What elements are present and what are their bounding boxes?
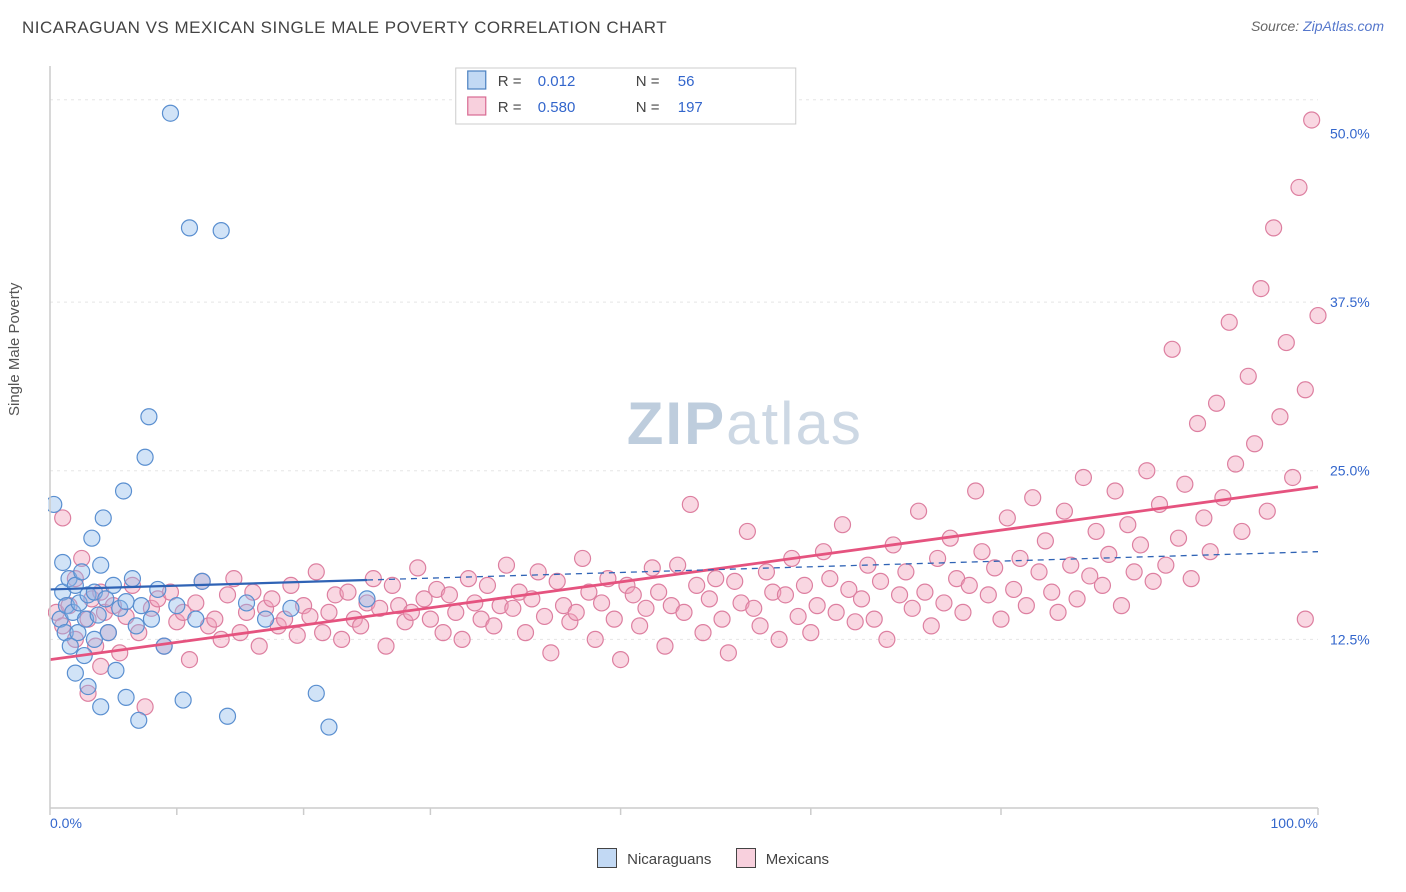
svg-text:ZIPatlas: ZIPatlas [627, 390, 863, 457]
plot-area: ZIPatlas 0.0% 100.0% 12.5% 25.0% 37.5% 50.0% R … [48, 58, 1388, 830]
svg-text:25.0%: 25.0% [1330, 463, 1370, 479]
source-link[interactable]: ZipAtlas.com [1303, 18, 1384, 34]
svg-text:37.5%: 37.5% [1330, 294, 1370, 310]
svg-text:N =: N = [636, 73, 660, 90]
chart-title: NICARAGUAN VS MEXICAN SINGLE MALE POVERT… [22, 18, 667, 37]
svg-text:56: 56 [678, 73, 695, 90]
chart-source: Source: ZipAtlas.com [1251, 18, 1384, 34]
svg-text:R =: R = [498, 73, 522, 90]
svg-text:12.5%: 12.5% [1330, 631, 1370, 647]
scatter-chart: ZIPatlas 0.0% 100.0% 12.5% 25.0% 37.5% 50.0% R … [48, 58, 1388, 830]
legend-label-nicaraguans: Nicaraguans [627, 851, 711, 868]
svg-text:100.0%: 100.0% [1271, 815, 1318, 830]
legend-label-mexicans: Mexicans [766, 851, 829, 868]
svg-text:50.0%: 50.0% [1330, 125, 1370, 141]
source-prefix: Source: [1251, 18, 1303, 34]
svg-text:0.580: 0.580 [538, 99, 576, 116]
svg-text:197: 197 [678, 99, 703, 116]
y-axis-label: Single Male Poverty [6, 283, 23, 416]
svg-text:R =: R = [498, 99, 522, 116]
legend-swatch-nicaraguans [597, 848, 617, 868]
chart-header: NICARAGUAN VS MEXICAN SINGLE MALE POVERT… [22, 18, 1384, 48]
svg-text:0.0%: 0.0% [50, 815, 82, 830]
bottom-legend: Nicaraguans Mexicans [0, 848, 1406, 868]
legend-swatch-mexicans [736, 848, 756, 868]
svg-text:0.012: 0.012 [538, 73, 576, 90]
svg-text:N =: N = [636, 99, 660, 116]
